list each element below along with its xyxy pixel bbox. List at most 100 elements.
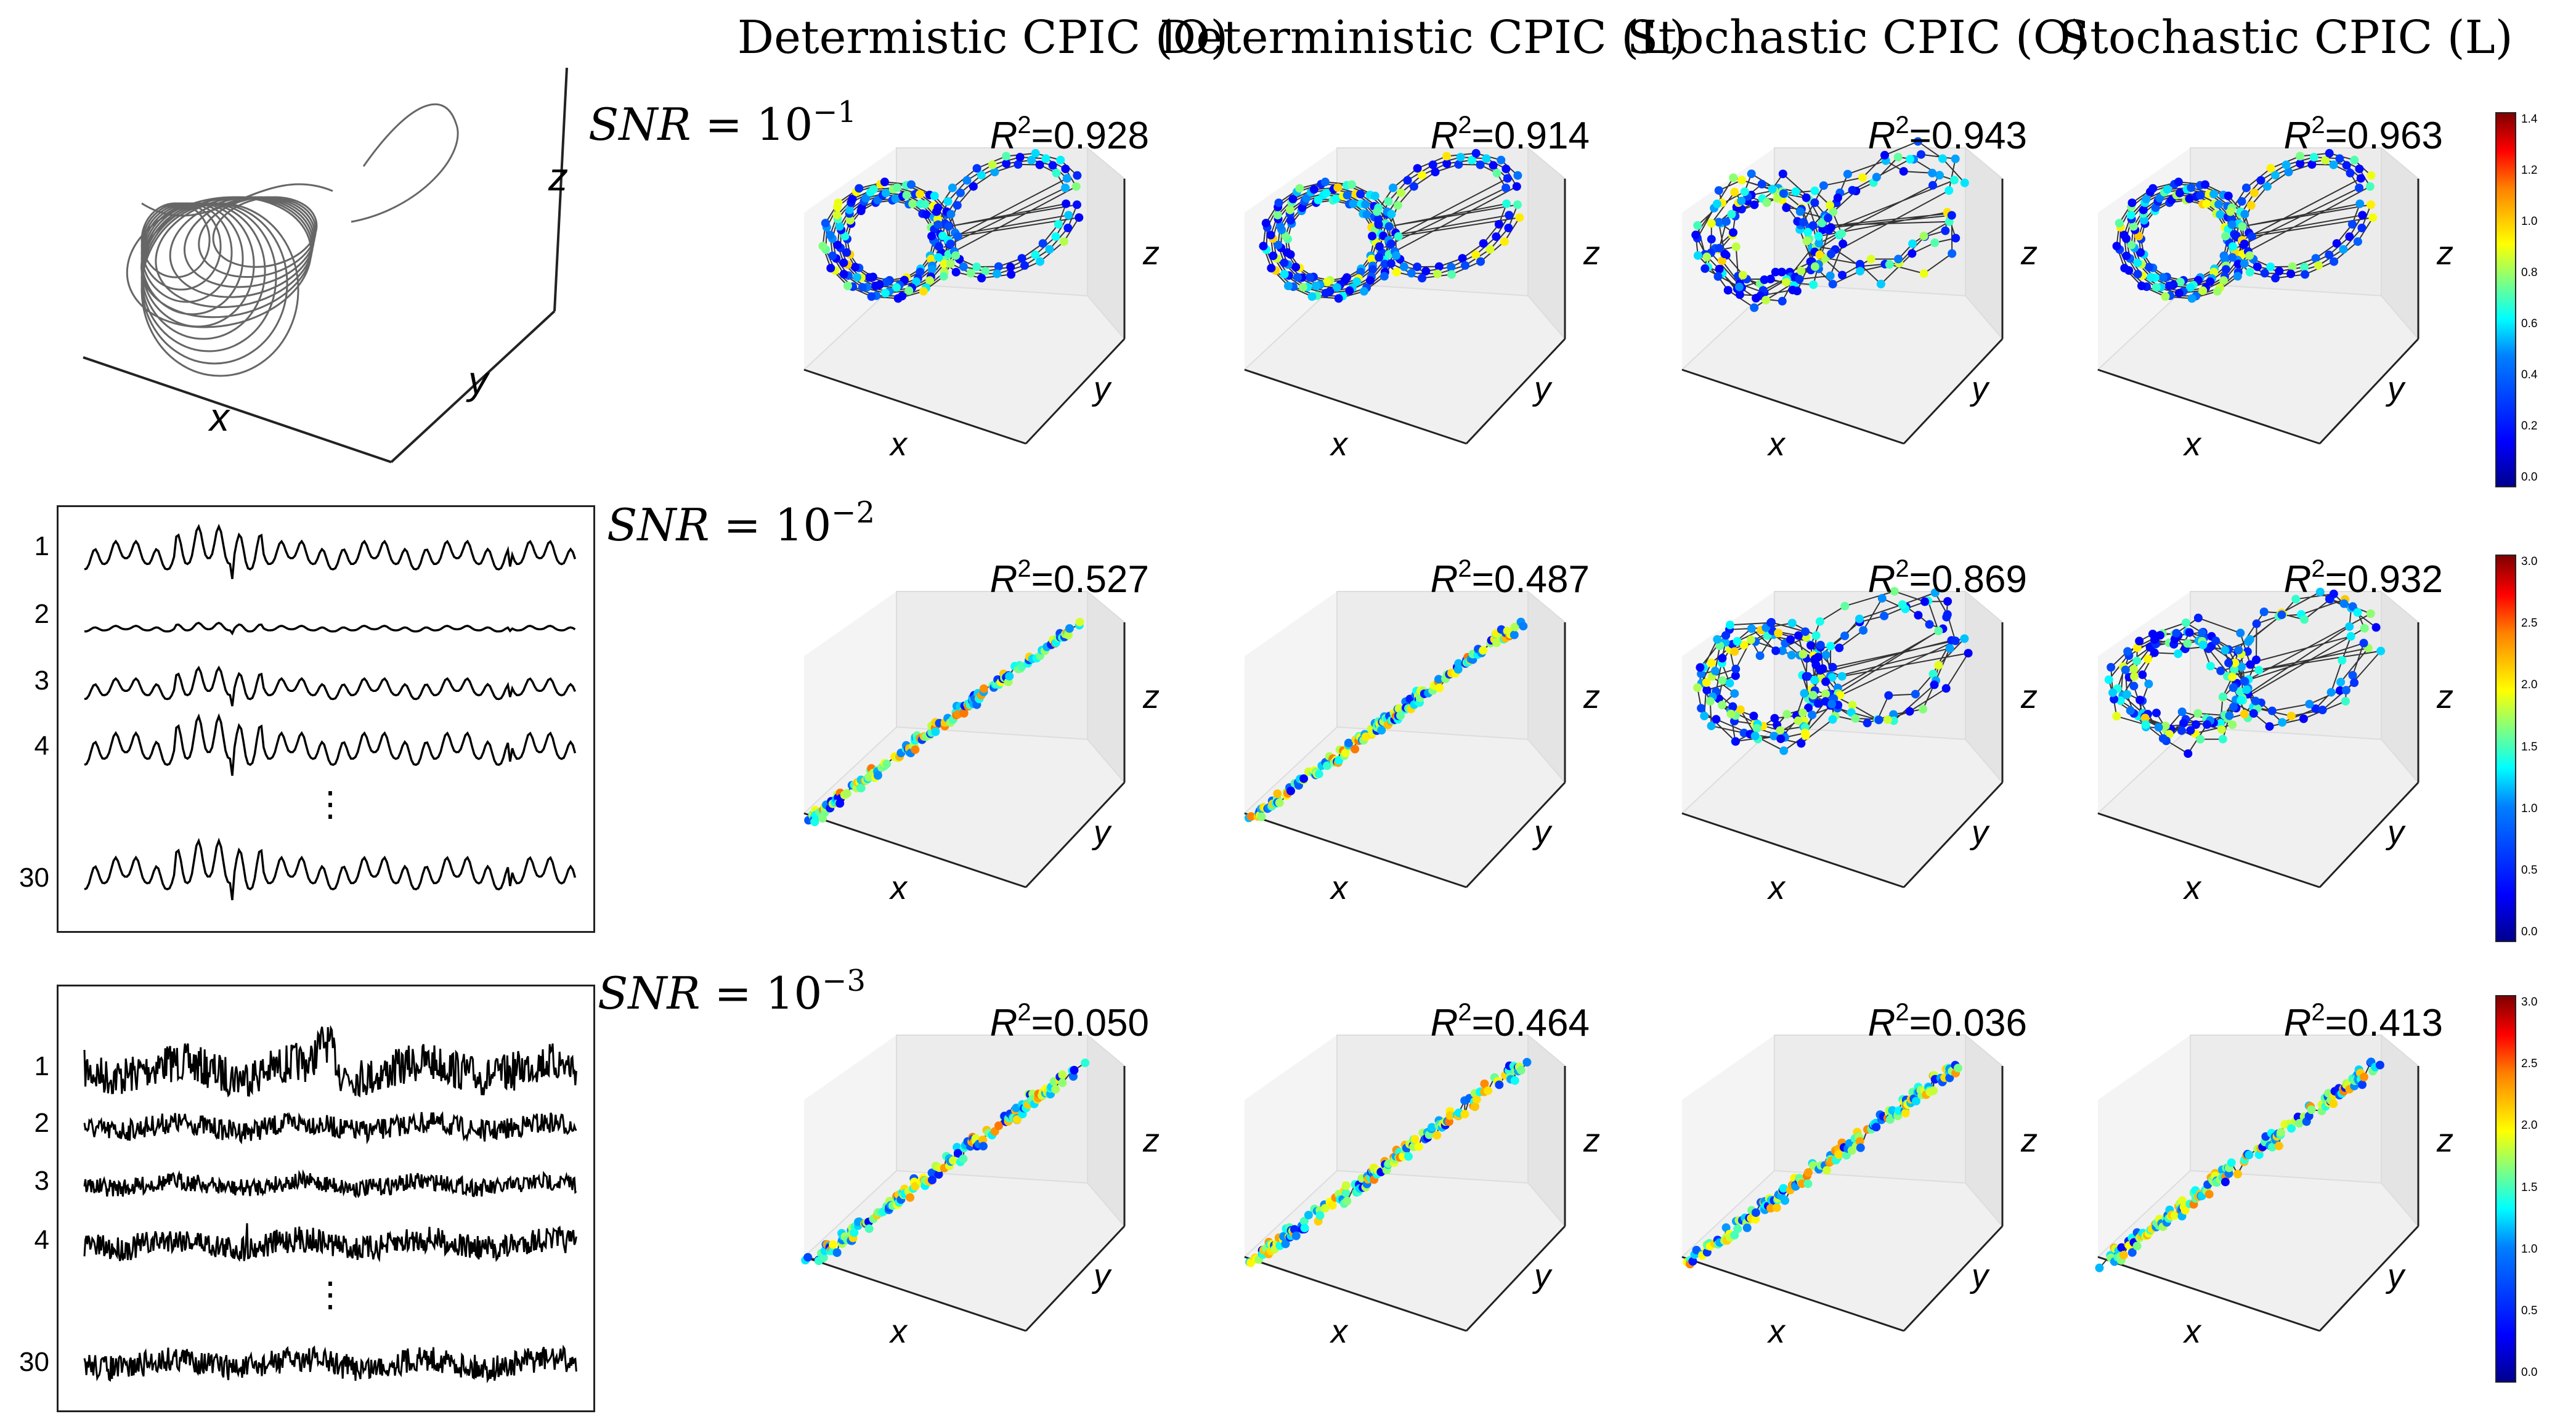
trajectory-point (1356, 190, 1365, 199)
trajectory-point (2177, 726, 2186, 735)
trajectory-point (2358, 1080, 2367, 1089)
trajectory-point (2177, 1196, 2187, 1205)
trajectory-point (803, 1253, 813, 1262)
trajectory-point (1291, 262, 1301, 272)
trajectory-point (2359, 638, 2368, 648)
latent-plot (1243, 1033, 1566, 1332)
trajectory-point (2187, 183, 2196, 192)
trajectory-point (1788, 285, 1797, 295)
r2-score: R2=0.963 (2283, 112, 2443, 157)
trajectory-point (845, 205, 854, 214)
trajectory-point (1919, 232, 1928, 241)
trajectory-point (1700, 712, 1709, 720)
trajectory-point (2346, 168, 2355, 177)
trajectory-point (1428, 1123, 1436, 1132)
trajectory-point (2185, 628, 2194, 637)
trajectory-point (839, 258, 848, 267)
trajectory-point (1434, 675, 1443, 684)
trajectory-point (1707, 659, 1716, 667)
trajectory-point (832, 211, 842, 220)
trajectory-point (1341, 1189, 1351, 1198)
trajectory-point (1384, 197, 1393, 206)
trajectory-point (978, 1142, 988, 1151)
latent-plot (1243, 590, 1566, 888)
trajectory-point (2221, 265, 2230, 274)
y-axis-label: y (1972, 814, 1988, 851)
trajectory-point (2203, 720, 2212, 729)
trajectory-point (2163, 185, 2172, 194)
trajectory-point (829, 1240, 838, 1249)
trajectory-point (1366, 276, 1375, 285)
trajectory-point (1472, 1095, 1481, 1104)
trajectory-point (2158, 273, 2168, 282)
trajectory-point (933, 220, 943, 229)
trajectory-point (2375, 1060, 2384, 1070)
trajectory-point (1062, 199, 1071, 208)
trajectory-point (832, 1248, 842, 1257)
trajectory-point (1739, 640, 1749, 649)
trajectory-point (940, 259, 949, 269)
trajectory-point (1275, 798, 1284, 807)
trajectory-point (2112, 242, 2121, 251)
trajectory-point (2336, 678, 2346, 686)
trajectory-point (2245, 1150, 2254, 1160)
x-axis-label: x (2184, 1313, 2201, 1350)
trajectory-point (1827, 699, 1837, 709)
trajectory-point (2224, 192, 2233, 200)
trajectory-point (1752, 723, 1761, 733)
trajectory-point (1768, 184, 1777, 193)
trajectory-point (1285, 205, 1294, 214)
trajectory-point (2134, 232, 2143, 241)
trajectory-point (861, 193, 871, 203)
latent-panel-r2-c3: R2=0.869 x y z (1657, 524, 2052, 906)
trajectory-point (1822, 1166, 1832, 1175)
trajectory-point (1368, 265, 1377, 274)
trajectory-point (892, 283, 901, 292)
trajectory-point (1304, 1211, 1313, 1220)
trace-line (84, 665, 576, 707)
trajectory-point (1917, 150, 1925, 159)
trajectory-point (2368, 213, 2378, 222)
trajectory-point (928, 1176, 937, 1185)
trajectory-point (2104, 675, 2113, 685)
trajectory-point (2235, 687, 2245, 696)
colorbar-tick: 0.0 (2521, 1366, 2538, 1379)
trajectory-point (2209, 190, 2219, 199)
trajectory-point (1731, 664, 1741, 673)
trajectory-point (2209, 267, 2219, 277)
trajectory-point (1718, 654, 1727, 663)
trajectory-point (1848, 185, 1857, 195)
trajectory-point (2198, 628, 2207, 637)
x-axis-label: x (1768, 869, 1785, 906)
trajectory-point (1948, 249, 1957, 258)
trajectory-point (1723, 286, 1733, 295)
trajectory-point (2132, 1242, 2142, 1251)
trace-label-4-noisy: 4 (34, 1225, 49, 1255)
colorbar-tick: 2.0 (2521, 678, 2538, 692)
trajectory-point (2116, 696, 2125, 705)
latent-plot (803, 590, 1126, 888)
trajectory-point (990, 168, 999, 177)
trajectory-point (1738, 270, 1747, 280)
trajectory-point (1834, 1150, 1843, 1160)
trajectory-point (1914, 611, 1923, 620)
ground-truth-attractor-plot (83, 67, 568, 463)
trajectory-point (912, 277, 921, 287)
trajectory-point (2265, 722, 2274, 731)
trajectory-point (1012, 1115, 1022, 1124)
trajectory-point (2233, 1169, 2242, 1179)
trajectory-point (1941, 226, 1950, 235)
trajectory-point (2270, 171, 2280, 180)
x-axis-label: x (1768, 1313, 1785, 1350)
trajectory-point (882, 277, 891, 287)
y-axis-label: y (2387, 370, 2404, 407)
x-axis-label: x (1331, 1313, 1347, 1350)
axes-box (1681, 1033, 2004, 1332)
trajectory-point (1913, 137, 1922, 146)
trajectory-point (1943, 597, 1952, 606)
trajectory-point (2253, 262, 2262, 271)
trajectory-point (2325, 148, 2334, 158)
snr-label-row-1: SNR = 10−1 (588, 95, 857, 150)
trajectory-point (1781, 1196, 1789, 1205)
trajectory-point (1730, 187, 1739, 197)
